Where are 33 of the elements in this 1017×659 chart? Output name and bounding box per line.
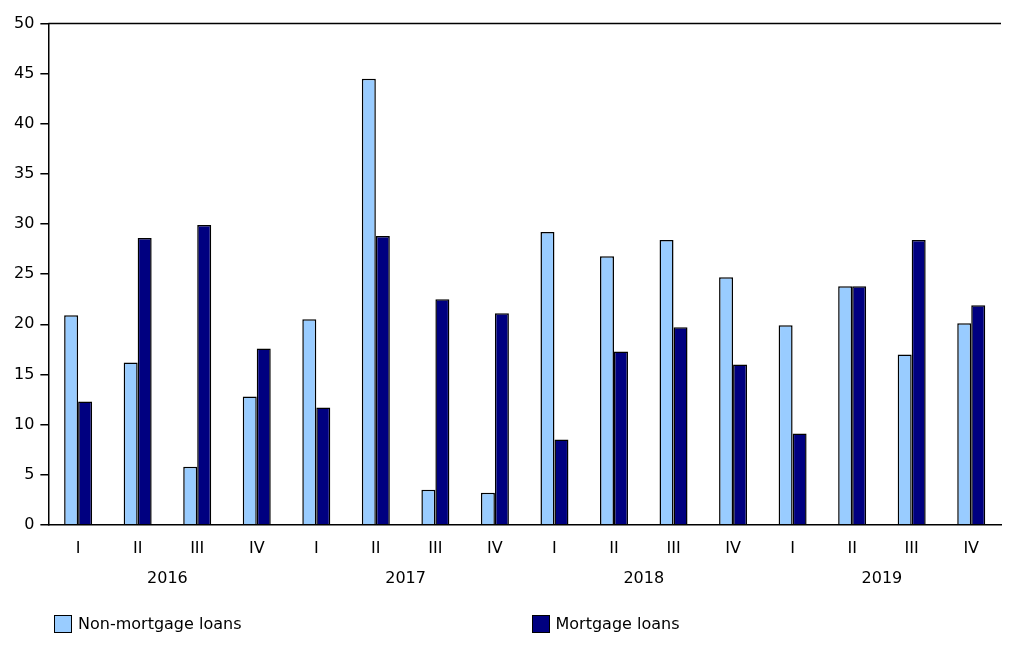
y-tick-label: 45 xyxy=(14,62,35,82)
legend-label: Mortgage loans xyxy=(555,614,680,633)
x-tick-label: III xyxy=(428,537,443,557)
x-tick-label: II xyxy=(371,537,381,557)
y-tick-label: 25 xyxy=(14,263,35,283)
text: 2016 xyxy=(147,567,188,587)
x-tick-label: I xyxy=(552,537,557,557)
text: 2019 xyxy=(861,567,903,587)
x-tick-label: IV xyxy=(963,537,980,557)
x-tick-label: II xyxy=(132,537,143,557)
y-tick-label: 30 xyxy=(14,213,35,233)
x-tick-label: III xyxy=(666,537,681,557)
x-tick-label: IV xyxy=(248,537,265,557)
x-tick-label: I xyxy=(790,537,795,557)
x-tick-label: III xyxy=(904,537,919,557)
y-tick-label: 20 xyxy=(14,313,35,333)
legend-label: Non-mortgage loans xyxy=(78,614,242,633)
y-tick-label: 40 xyxy=(14,113,35,132)
y-tick-label: 15 xyxy=(14,363,35,383)
x-tick-label: IV xyxy=(725,537,741,557)
x-tick-label: IV xyxy=(487,537,503,557)
x-tick-label: II xyxy=(847,537,857,557)
text: 2018 xyxy=(623,567,665,587)
y-tick-label: 5 xyxy=(24,463,35,483)
x-tick-label: III xyxy=(190,537,205,557)
y-tick-label: 10 xyxy=(14,413,35,433)
y-tick-label: 0 xyxy=(24,513,35,533)
x-tick-label: I xyxy=(313,537,319,557)
x-tick-label: II xyxy=(609,537,619,557)
x-tick-label: I xyxy=(75,537,81,557)
y-tick-label: 50 xyxy=(14,12,35,32)
y-tick-label: 35 xyxy=(14,163,35,183)
text: 2017 xyxy=(385,567,426,587)
